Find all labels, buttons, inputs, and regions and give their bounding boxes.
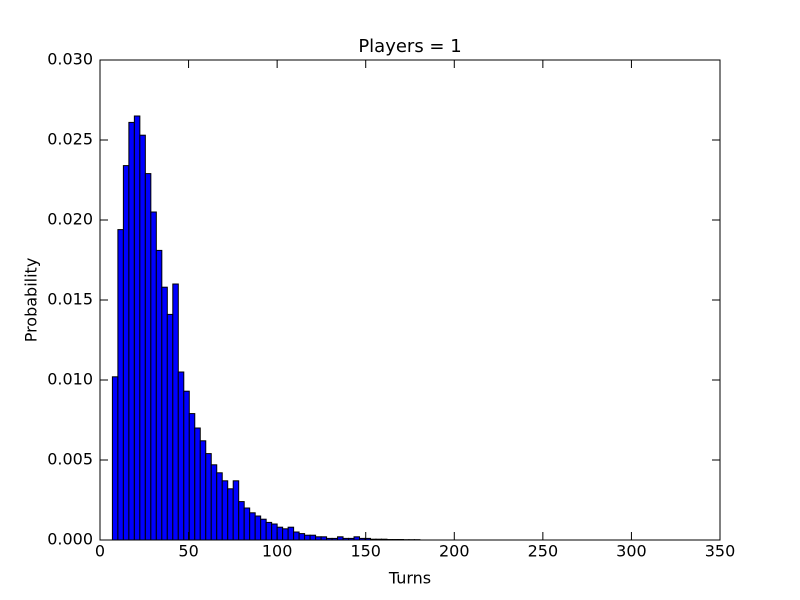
x-tick-label: 50 xyxy=(178,542,198,561)
bar xyxy=(139,134,146,541)
y-tick-label: 0.015 xyxy=(47,290,93,309)
bar xyxy=(199,440,207,541)
bar xyxy=(111,376,119,541)
x-tick-label: 350 xyxy=(705,542,736,561)
x-tick-label: 300 xyxy=(616,542,647,561)
bar xyxy=(271,523,278,541)
bar xyxy=(210,464,218,541)
bar xyxy=(276,526,284,541)
bar xyxy=(221,480,229,541)
bar xyxy=(188,413,196,541)
y-tick-label: 0.005 xyxy=(47,450,93,469)
bar xyxy=(150,211,157,541)
y-tick-label: 0.000 xyxy=(47,530,93,549)
bar xyxy=(298,533,306,541)
bar xyxy=(249,512,256,541)
bar xyxy=(260,518,267,541)
bar xyxy=(172,283,179,541)
bar xyxy=(265,521,273,541)
bar xyxy=(155,249,163,541)
y-tick-label: 0.010 xyxy=(47,370,93,389)
bar xyxy=(304,534,311,541)
bar xyxy=(309,534,317,541)
bar xyxy=(128,121,135,541)
bar xyxy=(166,313,174,541)
bar xyxy=(133,115,141,541)
chart-title: Players = 1 xyxy=(358,36,461,57)
bar xyxy=(194,427,201,541)
bar xyxy=(161,286,168,541)
y-tick-label: 0.020 xyxy=(47,210,93,229)
x-tick-label: 0 xyxy=(95,542,105,561)
x-tick-label: 200 xyxy=(439,542,470,561)
bar xyxy=(177,371,185,541)
bar xyxy=(243,507,251,541)
bar xyxy=(282,528,289,541)
bar xyxy=(117,229,124,541)
bar xyxy=(254,515,262,541)
x-tick-label: 150 xyxy=(350,542,381,561)
bar xyxy=(122,165,130,541)
y-tick-label: 0.030 xyxy=(47,50,93,69)
bar xyxy=(232,480,240,541)
bar xyxy=(287,526,295,541)
x-tick-label: 250 xyxy=(528,542,559,561)
x-tick-label: 100 xyxy=(262,542,293,561)
bar xyxy=(144,173,152,541)
x-axis-label: Turns xyxy=(388,569,431,588)
bar xyxy=(216,472,223,541)
bar xyxy=(205,453,212,541)
bar xyxy=(183,390,190,541)
bar xyxy=(238,501,245,541)
y-axis-label: Probability xyxy=(22,258,41,343)
bar xyxy=(293,531,300,541)
bar xyxy=(227,488,234,541)
y-tick-label: 0.025 xyxy=(47,130,93,149)
